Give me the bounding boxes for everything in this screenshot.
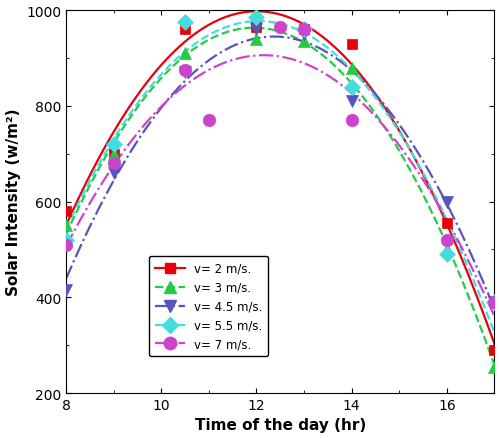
X-axis label: Time of the day (hr): Time of the day (hr) [194, 417, 366, 432]
Legend: v= 2 m/s., v= 3 m/s., v= 4.5 m/s., v= 5.5 m/s., v= 7 m/s.: v= 2 m/s., v= 3 m/s., v= 4.5 m/s., v= 5.… [149, 257, 268, 357]
Y-axis label: Solar Intensity (w/m²): Solar Intensity (w/m²) [6, 109, 20, 296]
